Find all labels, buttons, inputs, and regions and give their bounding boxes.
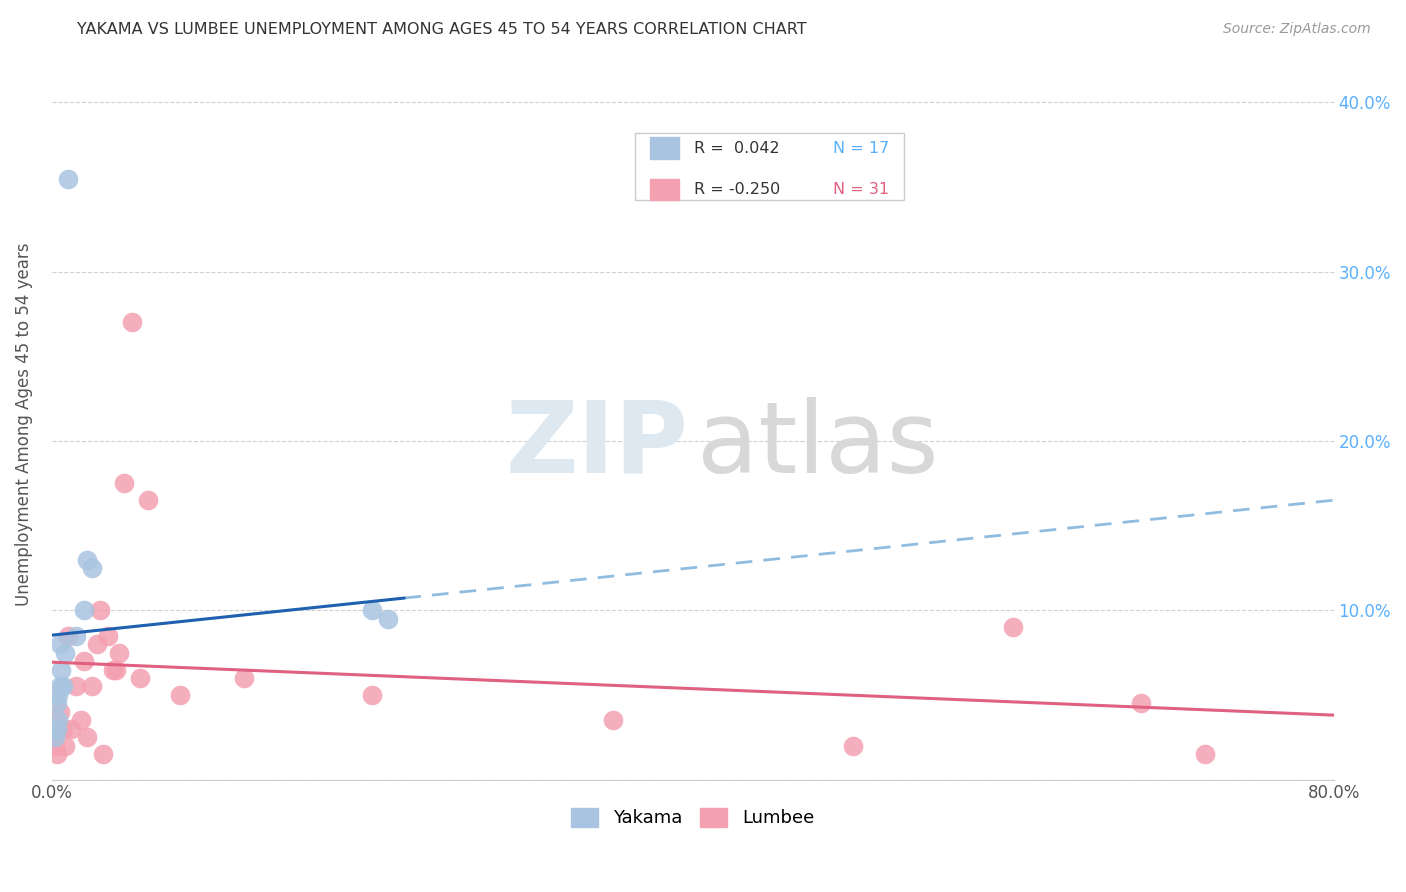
Point: [59, 722, 82, 736]
Point: [80, 680, 103, 694]
Point: [361, 603, 384, 617]
Point: [73, 654, 96, 668]
Point: [101, 663, 124, 677]
Point: [44, 731, 66, 745]
Point: [169, 688, 191, 702]
Point: [44, 739, 66, 753]
Point: [65, 629, 87, 643]
Text: N = 17: N = 17: [832, 141, 889, 156]
Point: [86, 637, 108, 651]
Point: [52, 722, 75, 736]
Point: [45, 697, 67, 711]
Point: [108, 646, 131, 660]
Point: [602, 714, 624, 728]
Point: [112, 476, 135, 491]
Text: N = 31: N = 31: [832, 182, 889, 197]
Bar: [651, 137, 679, 159]
Text: Source: ZipAtlas.com: Source: ZipAtlas.com: [1223, 22, 1371, 37]
Point: [104, 663, 127, 677]
Point: [56, 171, 79, 186]
Text: R =  0.042: R = 0.042: [695, 141, 779, 156]
Point: [377, 612, 399, 626]
Point: [91, 747, 114, 762]
Text: ZIP: ZIP: [506, 397, 689, 494]
Legend: Yakama, Lumbee: Yakama, Lumbee: [564, 801, 821, 835]
Point: [121, 316, 143, 330]
Point: [65, 680, 87, 694]
Text: R = -0.250: R = -0.250: [695, 182, 780, 197]
Point: [80, 561, 103, 575]
Point: [49, 680, 72, 694]
Bar: [636, 133, 904, 200]
Point: [233, 671, 256, 685]
Point: [361, 688, 384, 702]
Point: [53, 646, 76, 660]
Point: [56, 629, 79, 643]
Point: [53, 739, 76, 753]
Point: [73, 603, 96, 617]
Text: atlas: atlas: [696, 397, 938, 494]
Point: [45, 747, 67, 762]
Point: [52, 680, 75, 694]
Point: [76, 731, 98, 745]
Point: [46, 714, 69, 728]
Point: [69, 714, 91, 728]
Point: [1002, 620, 1025, 634]
Bar: [651, 178, 679, 200]
Point: [49, 705, 72, 719]
Point: [76, 552, 98, 566]
Point: [97, 629, 120, 643]
Point: [89, 603, 111, 617]
Point: [136, 493, 159, 508]
Point: [51, 663, 73, 677]
Point: [1194, 747, 1216, 762]
Point: [49, 637, 72, 651]
Point: [842, 739, 865, 753]
Y-axis label: Unemployment Among Ages 45 to 54 years: Unemployment Among Ages 45 to 54 years: [15, 243, 32, 606]
Point: [128, 671, 150, 685]
Point: [45, 722, 67, 736]
Point: [46, 688, 69, 702]
Point: [1130, 697, 1153, 711]
Text: YAKAMA VS LUMBEE UNEMPLOYMENT AMONG AGES 45 TO 54 YEARS CORRELATION CHART: YAKAMA VS LUMBEE UNEMPLOYMENT AMONG AGES…: [77, 22, 807, 37]
